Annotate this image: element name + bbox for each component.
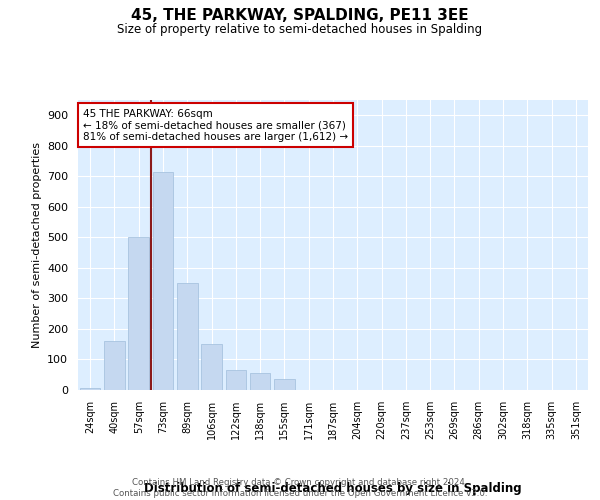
Bar — [104, 341, 125, 390]
Text: Distribution of semi-detached houses by size in Spalding: Distribution of semi-detached houses by … — [144, 482, 522, 495]
Text: Size of property relative to semi-detached houses in Spalding: Size of property relative to semi-detach… — [118, 22, 482, 36]
Bar — [201, 344, 222, 390]
Bar — [152, 172, 173, 390]
Bar — [177, 283, 197, 390]
Bar — [250, 373, 271, 390]
Y-axis label: Number of semi-detached properties: Number of semi-detached properties — [32, 142, 41, 348]
Text: Contains HM Land Registry data © Crown copyright and database right 2024.
Contai: Contains HM Land Registry data © Crown c… — [113, 478, 487, 498]
Bar — [128, 238, 149, 390]
Text: 45, THE PARKWAY, SPALDING, PE11 3EE: 45, THE PARKWAY, SPALDING, PE11 3EE — [131, 8, 469, 22]
Bar — [274, 380, 295, 390]
Text: 45 THE PARKWAY: 66sqm
← 18% of semi-detached houses are smaller (367)
81% of sem: 45 THE PARKWAY: 66sqm ← 18% of semi-deta… — [83, 108, 348, 142]
Bar — [226, 370, 246, 390]
Bar — [80, 388, 100, 390]
